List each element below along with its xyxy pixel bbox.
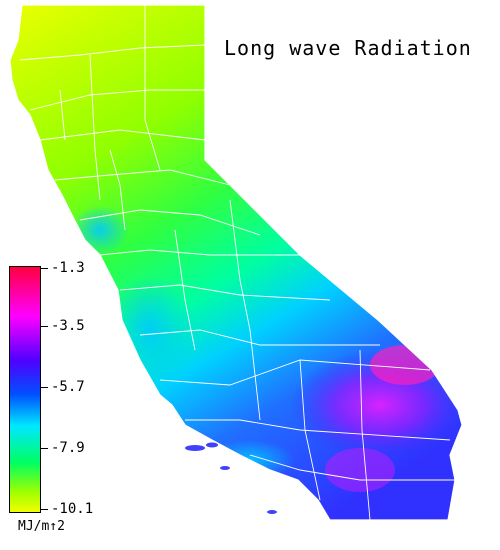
- legend-tick-label: -10.1: [51, 501, 94, 517]
- county-lines: [19, 5, 455, 520]
- legend-tick: [40, 448, 48, 449]
- legend-units: MJ/m↑2: [18, 519, 65, 534]
- color-scale-bar: [9, 266, 41, 513]
- legend-tick-label: -5.7: [51, 379, 85, 395]
- legend-tick-label: -1.3: [51, 260, 85, 276]
- legend-tick-label: -7.9: [51, 440, 85, 456]
- legend-tick-label: -3.5: [51, 318, 85, 334]
- legend-tick: [40, 326, 48, 327]
- map-title: Long wave Radiation: [224, 36, 472, 60]
- legend-tick: [40, 387, 48, 388]
- channel-islands: [185, 442, 277, 514]
- legend-tick: [40, 509, 48, 510]
- legend-tick: [40, 268, 48, 269]
